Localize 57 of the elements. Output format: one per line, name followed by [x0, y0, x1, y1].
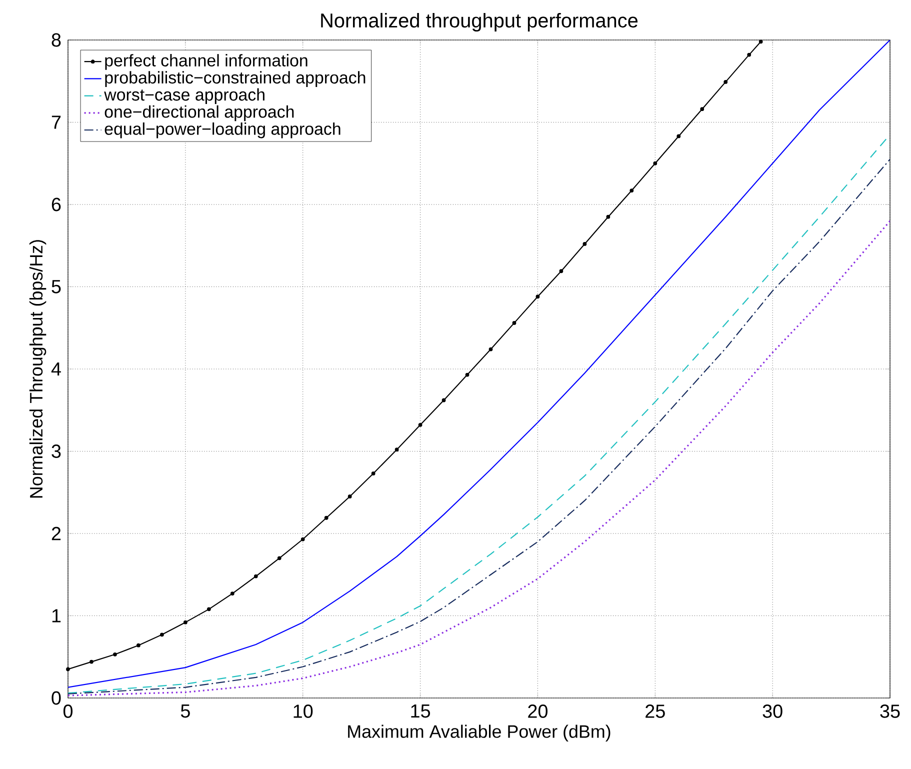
- point: [230, 592, 234, 596]
- point: [277, 556, 282, 560]
- point: [66, 667, 70, 672]
- chart-title: Normalized throughput performance: [321, 12, 638, 32]
- legend-label: worst−case approach: [104, 88, 264, 104]
- legend-label: perfect channel information: [105, 54, 308, 70]
- y-tick-label: 0: [52, 691, 61, 705]
- point: [700, 107, 704, 112]
- point: [606, 214, 610, 219]
- y-tick-label: 6: [52, 198, 61, 212]
- x-axis-title: Maximum Avaliable Power (dBm): [348, 724, 610, 742]
- point: [324, 516, 328, 520]
- point: [371, 472, 376, 476]
- legend-label: one−directional approach: [104, 105, 294, 122]
- x-tick-label: 20: [528, 704, 548, 718]
- x-tick-label: 30: [762, 704, 782, 718]
- point: [206, 607, 211, 612]
- line-series: [68, 40, 890, 688]
- y-tick-label: 2: [52, 526, 61, 540]
- y-axis-title: Normalized Throughput (bps/Hz): [29, 240, 46, 498]
- y-tick-label: 5: [52, 280, 61, 294]
- point: [536, 294, 540, 299]
- point: [758, 40, 763, 44]
- x-tick-label: 35: [880, 704, 900, 718]
- point: [136, 643, 140, 648]
- point: [488, 347, 493, 352]
- x-tick-label: 10: [294, 704, 313, 718]
- point: [113, 652, 117, 656]
- y-tick-label: 4: [51, 362, 61, 376]
- point: [676, 134, 681, 138]
- legend-label: probabilistic−constrained approach: [105, 71, 366, 87]
- legend-label: equal−power−loading approach: [104, 122, 340, 138]
- point: [465, 372, 470, 377]
- point: [653, 161, 658, 166]
- point: [582, 242, 587, 246]
- y-tick-label: 1: [52, 609, 61, 622]
- x-tick-label: 15: [411, 704, 430, 718]
- point: [254, 574, 258, 578]
- y-tick-label: 7: [52, 116, 61, 129]
- x-tick-label: 25: [646, 704, 665, 718]
- x-tick-label: 5: [180, 704, 190, 718]
- point: [418, 422, 422, 427]
- point: [300, 537, 305, 542]
- point: [512, 320, 516, 325]
- x-tick-label: 0: [63, 704, 73, 718]
- point: [183, 620, 188, 624]
- y-tick-label: 8: [52, 33, 61, 47]
- point: [630, 188, 634, 192]
- point: [90, 660, 94, 664]
- point: [442, 398, 446, 402]
- y-tick-label: 3: [52, 444, 61, 458]
- point: [348, 494, 352, 498]
- point: [160, 632, 164, 637]
- point: [559, 269, 564, 274]
- point: [394, 448, 399, 452]
- point: [724, 80, 728, 84]
- point: [747, 52, 752, 57]
